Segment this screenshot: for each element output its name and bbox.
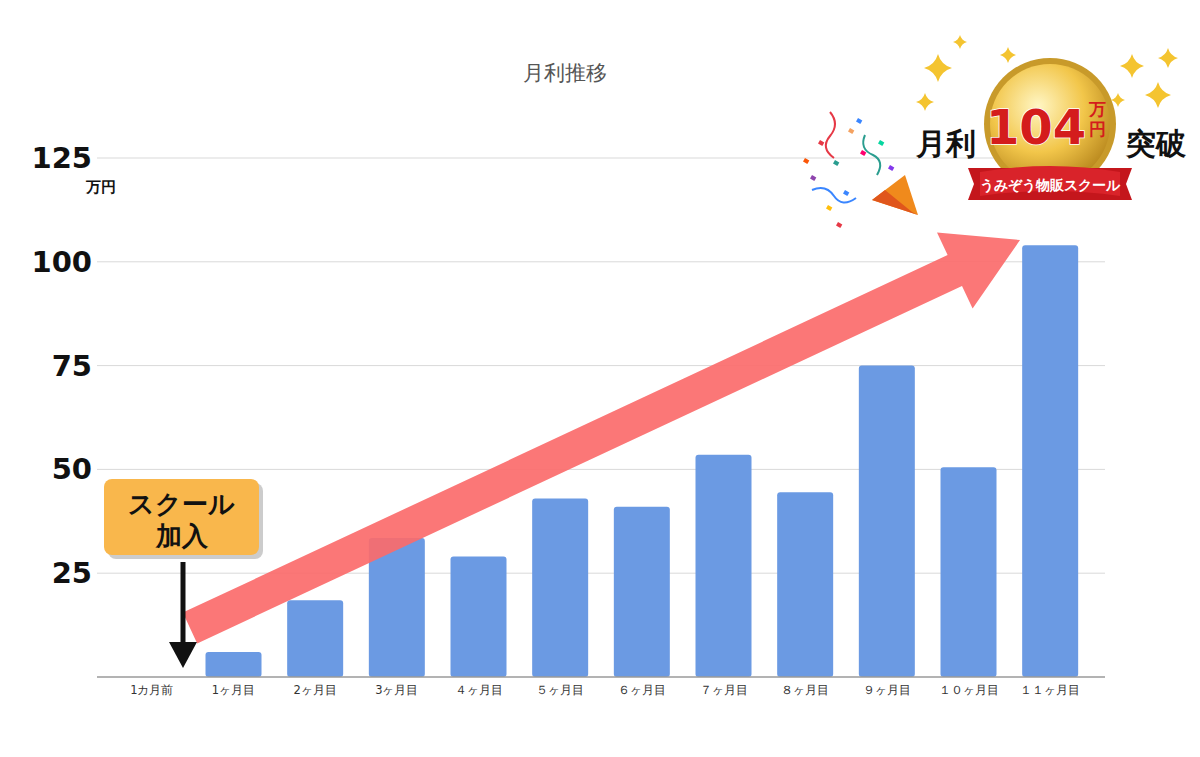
bar bbox=[614, 507, 670, 677]
badge-suffix: 突破 bbox=[1125, 126, 1186, 161]
note-arrow-head bbox=[169, 642, 197, 668]
stage: 月利推移 25 50 75 100 125 万円 1カ月前 1ヶ月目 2ヶ月目 3ヶ月目 ４ヶ月目 ５ヶ… bbox=[0, 0, 1200, 757]
note-text: スクール bbox=[128, 489, 235, 519]
x-tick-label: 1カ月前 bbox=[130, 683, 173, 697]
grid-line bbox=[97, 365, 1105, 366]
streamer bbox=[863, 135, 880, 175]
x-tick-label: ８ヶ月目 bbox=[781, 683, 829, 697]
x-tick-label: ５ヶ月目 bbox=[536, 683, 584, 697]
confetti bbox=[848, 128, 854, 134]
badge-ribbon-face bbox=[980, 166, 1120, 196]
sparkle bbox=[1000, 47, 1016, 63]
confetti bbox=[878, 140, 884, 146]
y-axis-label: 万円 bbox=[85, 178, 116, 196]
confetti bbox=[818, 140, 824, 146]
sparkle bbox=[1145, 82, 1171, 108]
badge-unit: 万 bbox=[1088, 99, 1106, 119]
streamer bbox=[812, 188, 856, 203]
bar bbox=[451, 557, 507, 677]
bar bbox=[859, 366, 915, 677]
bar bbox=[287, 600, 343, 677]
popper bbox=[872, 175, 918, 215]
note-box bbox=[104, 479, 259, 555]
confetti bbox=[888, 165, 894, 171]
title: 月利推移 bbox=[523, 61, 607, 85]
x-tick-label: １０ヶ月目 bbox=[939, 683, 999, 697]
bar bbox=[206, 652, 262, 677]
badge-ribbon-text: うみぞう物販スクール bbox=[980, 177, 1121, 194]
sparkle bbox=[1158, 48, 1178, 68]
badge-number: 104 bbox=[986, 99, 1086, 155]
x-tick-label: 1ヶ月目 bbox=[212, 683, 255, 697]
bar bbox=[941, 467, 997, 677]
confetti bbox=[803, 158, 809, 164]
x-tick-label: ７ヶ月目 bbox=[700, 683, 748, 697]
note-arrow bbox=[181, 562, 186, 646]
x-tick-label: ４ヶ月目 bbox=[455, 683, 503, 697]
sparkle bbox=[916, 93, 934, 111]
bar bbox=[696, 455, 752, 677]
confetti bbox=[856, 118, 862, 124]
y-tick-label: 100 bbox=[31, 245, 92, 279]
confetti bbox=[836, 222, 842, 228]
bar bbox=[777, 492, 833, 677]
x-axis-line bbox=[97, 676, 1105, 678]
bar bbox=[1022, 245, 1078, 677]
y-tick-label: 75 bbox=[52, 349, 92, 383]
streamer bbox=[826, 112, 835, 158]
x-tick-label: 3ヶ月目 bbox=[375, 683, 418, 697]
confetti bbox=[826, 205, 832, 211]
x-tick-label: ６ヶ月目 bbox=[618, 683, 666, 697]
sparkle bbox=[1120, 54, 1144, 78]
x-tick-label: １１ヶ月目 bbox=[1020, 683, 1080, 697]
confetti bbox=[843, 190, 849, 196]
confetti bbox=[833, 160, 839, 166]
y-tick-label: 50 bbox=[52, 452, 92, 486]
badge-unit: 円 bbox=[1089, 119, 1106, 139]
popper-shade bbox=[872, 190, 918, 215]
x-tick-label: 2ヶ月目 bbox=[294, 683, 337, 697]
sparkle bbox=[924, 54, 952, 82]
badge-prefix: 月利 bbox=[915, 126, 976, 161]
bars bbox=[206, 245, 1079, 677]
x-tick-label: ９ヶ月目 bbox=[863, 683, 911, 697]
sparkle bbox=[953, 35, 967, 49]
trend-arrow bbox=[183, 232, 1020, 643]
y-tick-label: 125 bbox=[31, 141, 92, 175]
bar bbox=[532, 498, 588, 677]
y-tick-label: 25 bbox=[52, 556, 92, 590]
chart: 月利推移 25 50 75 100 125 万円 1カ月前 1ヶ月目 2ヶ月目 3ヶ月目 ４ヶ月目 ５ヶ… bbox=[0, 0, 1200, 757]
confetti bbox=[810, 175, 816, 181]
note-text: 加入 bbox=[155, 521, 209, 551]
